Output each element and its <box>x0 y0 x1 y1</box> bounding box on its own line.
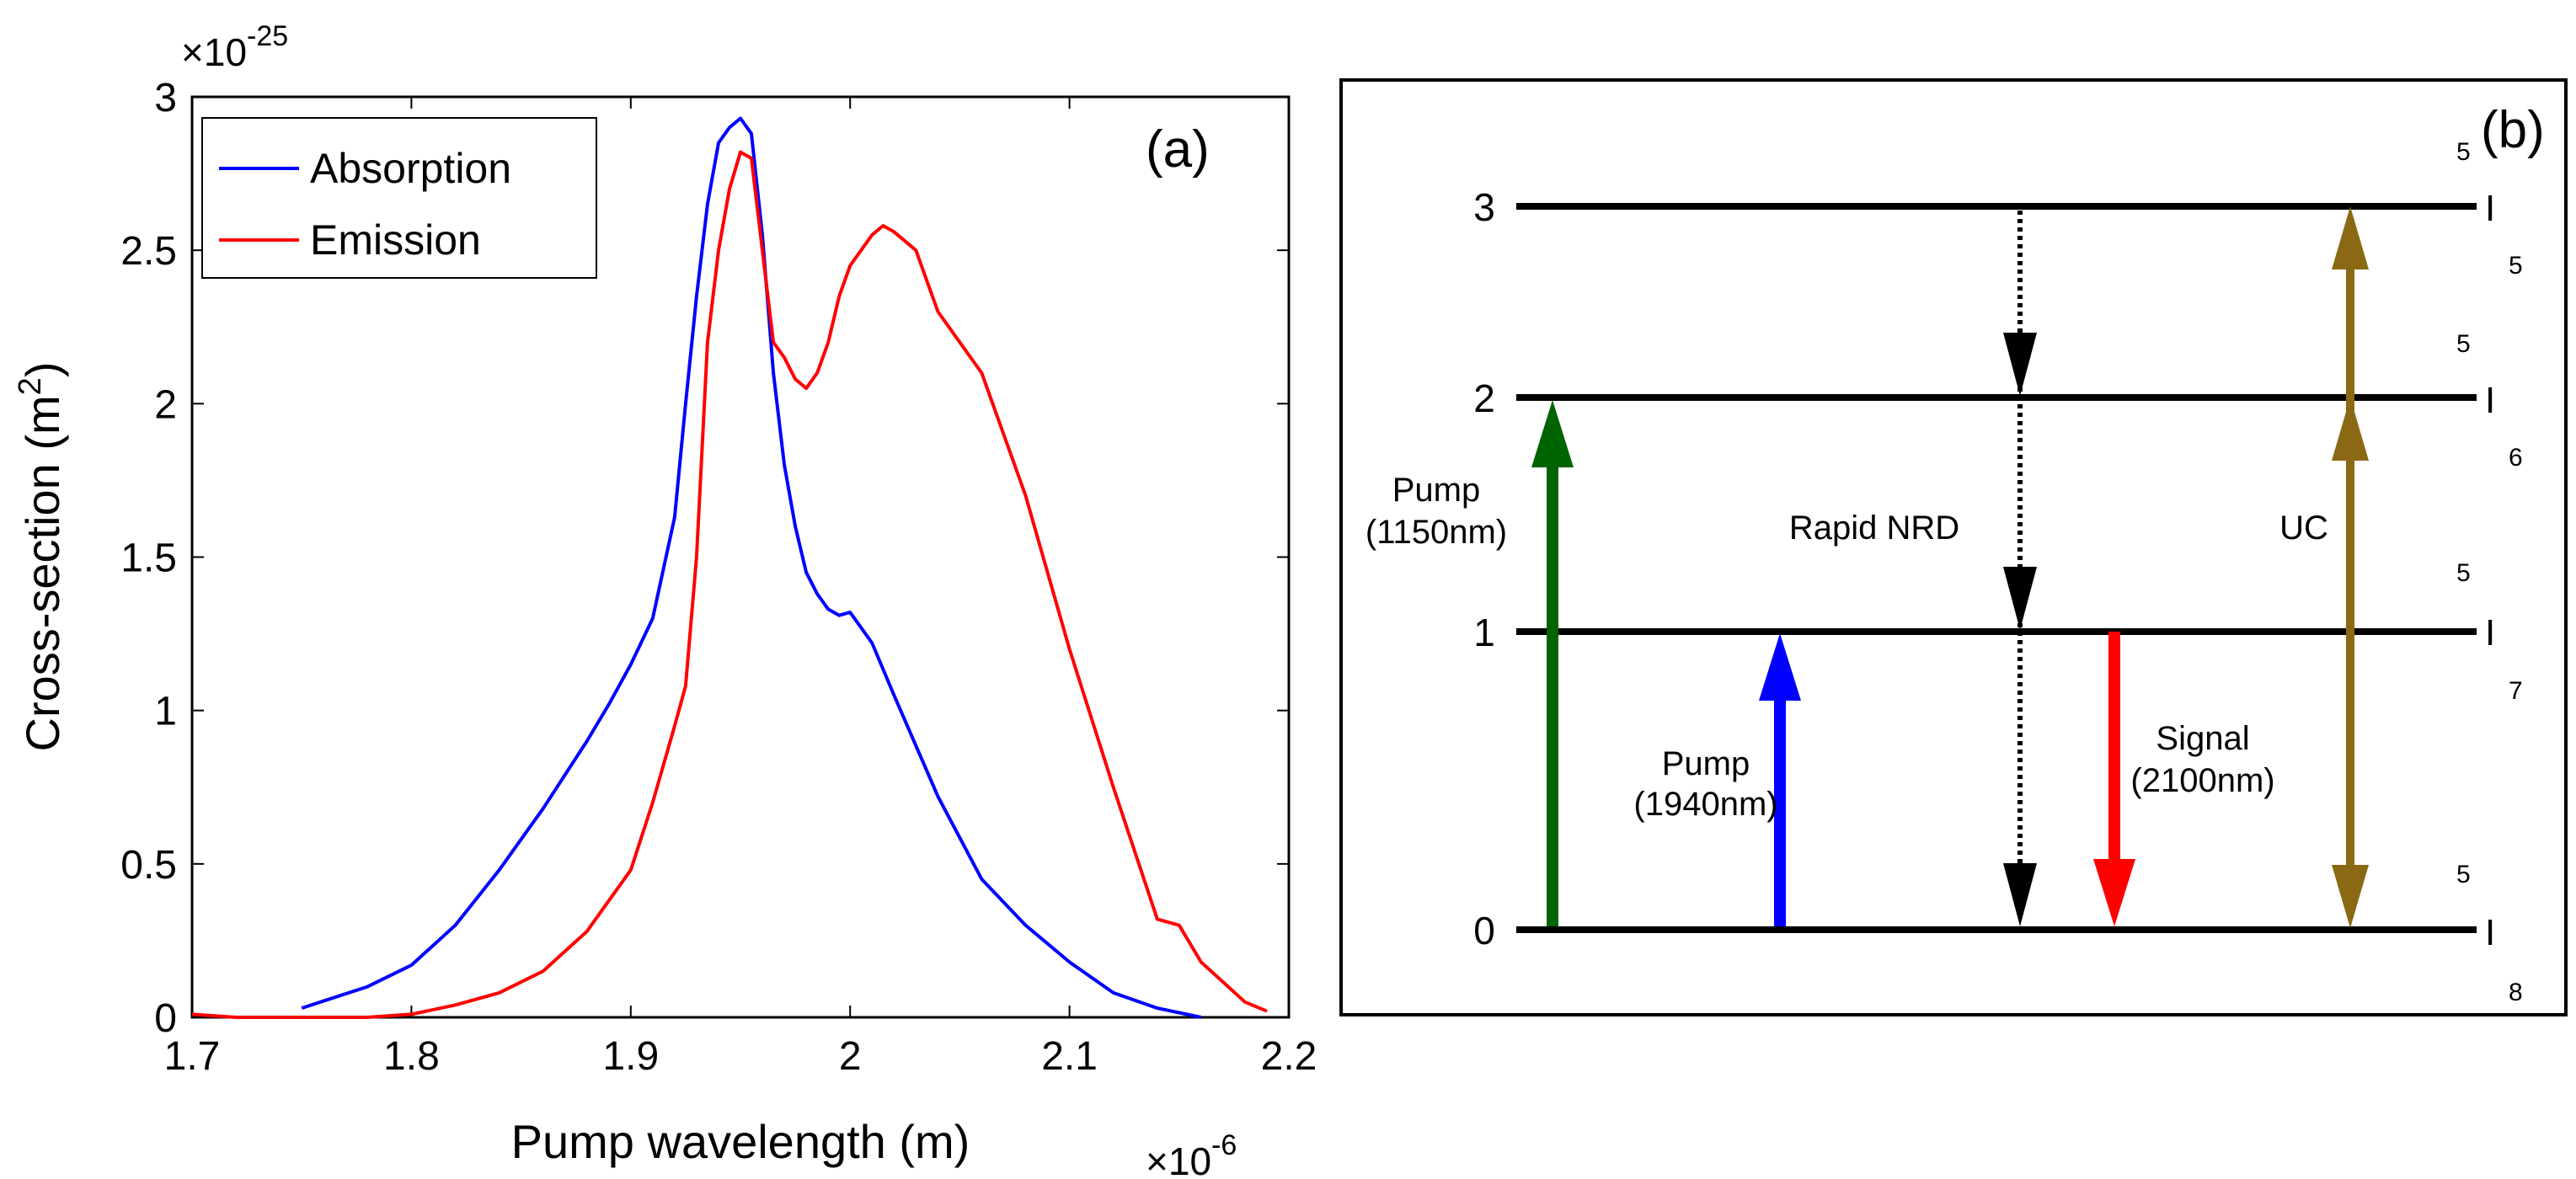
y-axis-ticks: 0 0.5 1 1.5 2 2.5 3 <box>120 76 1289 1041</box>
pump-1150nm-arrow <box>1531 400 1574 926</box>
legend-label-absorption: Absorption <box>310 145 511 192</box>
series-line-emission <box>191 150 1268 1019</box>
svg-text:8: 8 <box>2509 979 2523 1006</box>
svg-text:6: 6 <box>2509 444 2523 472</box>
y-tick-label: 2.5 <box>120 229 177 274</box>
signal-2100nm-arrow <box>2093 632 2135 926</box>
svg-text:I: I <box>2485 612 2495 654</box>
x-multiplier: ×10-6 <box>1146 1129 1237 1179</box>
svg-text:5: 5 <box>2456 138 2471 166</box>
y-tick-label: 1.5 <box>120 536 177 581</box>
term-5I7: 5 I 7 <box>2456 559 2523 705</box>
svg-text:5: 5 <box>2509 252 2523 280</box>
svg-text:5: 5 <box>2456 330 2471 358</box>
y-tick-label: 2 <box>154 382 177 427</box>
level-label-1: 1 <box>1473 611 1495 654</box>
svg-text:I: I <box>2485 912 2495 953</box>
legend-box <box>201 117 597 279</box>
y-tick-label: 3 <box>154 76 177 120</box>
x-tick-label: 2.1 <box>1041 1034 1098 1079</box>
y-tick-label: 0 <box>154 996 177 1041</box>
level-label-0: 0 <box>1473 909 1495 952</box>
term-5I5: 5 I 5 <box>2456 138 2523 280</box>
diagram-frame <box>1339 78 2568 1016</box>
signal-wavelength: (2100nm) <box>2130 762 2274 799</box>
x-axis-label: Pump wavelength (m) <box>511 1115 970 1168</box>
level-label-2: 2 <box>1473 376 1495 420</box>
legend-label-emission: Emission <box>310 216 481 264</box>
y-axis-label: Cross-section (m2) <box>13 362 69 752</box>
pump-1150nm-wavelength: (1150nm) <box>1365 514 1507 551</box>
cross-section-chart: 0 0.5 1 1.5 2 2.5 3 1.7 1.8 1.9 2 2.1 2.2 ×10-25 ×1… <box>13 20 1317 1179</box>
chart-series <box>191 116 1268 1019</box>
x-tick-label: 2 <box>839 1034 862 1079</box>
rapid-nrd-arrows <box>2003 211 2037 926</box>
panel-label-b: (b) <box>2481 101 2545 159</box>
svg-text:I: I <box>2485 380 2495 421</box>
svg-text:7: 7 <box>2509 677 2523 705</box>
x-tick-label: 1.8 <box>383 1034 440 1079</box>
series-line-absorption <box>301 116 1202 1019</box>
x-tick-label: 2.2 <box>1261 1034 1317 1079</box>
svg-text:5: 5 <box>2456 861 2471 888</box>
svg-text:I: I <box>2485 188 2495 229</box>
energy-level-diagram: (b) 3 2 1 0 5 I 5 5 I 6 5 I 7 5 I 8 <box>1339 78 2568 1016</box>
pump-1940nm-wavelength: (1940nm) <box>1633 786 1777 823</box>
panel-label-a: (a) <box>1146 120 1210 179</box>
uc-label: UC <box>2279 509 2328 547</box>
x-axis-ticks: 1.7 1.8 1.9 2 2.1 2.2 <box>164 97 1317 1079</box>
y-tick-label: 0.5 <box>120 843 177 888</box>
uc-arrow <box>2332 206 2369 928</box>
x-tick-label: 1.7 <box>164 1034 221 1079</box>
y-multiplier: ×10-25 <box>181 20 288 74</box>
svg-text:5: 5 <box>2456 559 2471 587</box>
term-5I6: 5 I 6 <box>2456 330 2523 472</box>
legend: Absorption Emission <box>201 117 597 279</box>
level-label-3: 3 <box>1473 185 1495 229</box>
rapid-nrd-label: Rapid NRD <box>1789 509 1959 547</box>
term-5I8: 5 I 8 <box>2456 861 2523 1006</box>
pump-1940nm-label: Pump <box>1662 745 1750 782</box>
pump-1940nm-arrow <box>1759 633 1801 926</box>
x-tick-label: 1.9 <box>602 1034 659 1079</box>
y-tick-label: 1 <box>154 690 177 734</box>
signal-label: Signal <box>2156 720 2249 757</box>
pump-1150nm-label: Pump <box>1392 472 1481 509</box>
